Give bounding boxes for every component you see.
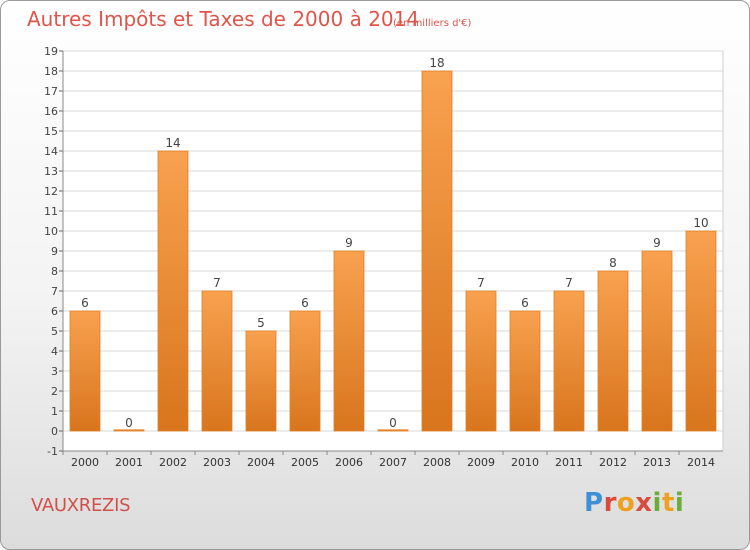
bar-outline (465, 290, 497, 432)
y-tick-label: 3 (51, 365, 58, 378)
x-tick-label: 2000 (71, 456, 99, 469)
x-tick-label: 2012 (599, 456, 627, 469)
bar-2004 (246, 331, 276, 431)
y-tick-label: 17 (44, 85, 58, 98)
y-tick-label: 1 (51, 405, 58, 418)
bar-outline (641, 250, 673, 432)
y-tick-label: 11 (44, 205, 58, 218)
bar-2008 (422, 71, 452, 431)
data-label: 7 (477, 276, 485, 290)
y-tick-label: 15 (44, 125, 58, 138)
bar-outline (597, 270, 629, 432)
data-label: 7 (565, 276, 573, 290)
bar-2000 (70, 311, 100, 431)
y-tick-label: 16 (44, 105, 58, 118)
x-tick-label: 2009 (467, 456, 495, 469)
data-label: 6 (81, 296, 89, 310)
bars (69, 70, 717, 432)
x-tick-label: 2001 (115, 456, 143, 469)
y-tick-label: 12 (44, 185, 58, 198)
axes (59, 50, 723, 455)
bar-outline (245, 330, 277, 432)
x-tick-label: 2006 (335, 456, 363, 469)
data-label: 0 (389, 416, 397, 430)
data-label: 9 (653, 236, 661, 250)
bar-2009 (466, 291, 496, 431)
logo-letter: r (603, 488, 617, 518)
y-tick-label: 6 (51, 305, 58, 318)
data-label: 9 (345, 236, 353, 250)
logo-letter: P (584, 488, 604, 518)
bar-2014 (686, 231, 716, 431)
logo-letter: i (674, 488, 685, 518)
y-tick-label: 2 (51, 385, 58, 398)
y-tick-label: 7 (51, 285, 58, 298)
bar-2005 (290, 311, 320, 431)
y-tick-label: 0 (51, 425, 58, 438)
data-label: 10 (693, 216, 708, 230)
bar-2003 (202, 291, 232, 431)
y-tick-label: 5 (51, 325, 58, 338)
x-tick-label: 2013 (643, 456, 671, 469)
data-label: 18 (429, 56, 444, 70)
y-tick-label: 9 (51, 245, 58, 258)
x-tick-label: 2011 (555, 456, 583, 469)
y-tick-label: 10 (44, 225, 58, 238)
x-tick-label: 2003 (203, 456, 231, 469)
bar-outline (333, 250, 365, 432)
x-tick-label: 2007 (379, 456, 407, 469)
bar-2002 (158, 151, 188, 431)
x-tick-label: 2008 (423, 456, 451, 469)
bar-2010 (510, 311, 540, 431)
bar-2012 (598, 271, 628, 431)
x-tick-label: 2010 (511, 456, 539, 469)
labels: -101234567891011121314151617181920006200… (44, 45, 715, 469)
bar-2001 (114, 429, 144, 431)
data-label: 6 (301, 296, 309, 310)
x-tick-label: 2004 (247, 456, 275, 469)
logo-letter: i (652, 488, 662, 518)
data-label: 14 (165, 136, 180, 150)
y-tick-label: -1 (47, 445, 58, 458)
data-label: 6 (521, 296, 529, 310)
bar-outline (421, 70, 453, 432)
y-tick-label: 18 (44, 65, 58, 78)
y-tick-label: 8 (51, 265, 58, 278)
bar-2006 (334, 251, 364, 431)
location-name: VAUXREZIS (31, 495, 131, 516)
bar-outline (553, 290, 585, 432)
x-tick-label: 2005 (291, 456, 319, 469)
proxiti-logo: Proxiti (584, 488, 684, 518)
chart-subtitle: (en milliers d'€) (393, 18, 472, 29)
x-tick-label: 2014 (687, 456, 715, 469)
data-label: 8 (609, 256, 617, 270)
logo-letter: t (661, 488, 675, 518)
data-label: 0 (125, 416, 133, 430)
bar-2013 (642, 251, 672, 431)
bar-outline (69, 310, 101, 432)
bar-outline (113, 429, 145, 432)
bar-outline (509, 310, 541, 432)
bar-outline (685, 230, 717, 432)
y-tick-label: 19 (44, 45, 58, 58)
y-tick-label: 14 (44, 145, 58, 158)
data-label: 5 (257, 316, 265, 330)
bar-2011 (554, 291, 584, 431)
chart-title: Autres Impôts et Taxes de 2000 à 2014 (27, 7, 420, 31)
bar-2007 (378, 429, 408, 431)
y-tick-label: 13 (44, 165, 58, 178)
y-tick-label: 4 (51, 345, 58, 358)
logo-letter: o (616, 488, 636, 518)
bar-outline (377, 429, 409, 432)
bar-outline (201, 290, 233, 432)
x-tick-label: 2002 (159, 456, 187, 469)
logo-letter: x (635, 488, 653, 518)
bar-outline (157, 150, 189, 432)
bar-outline (289, 310, 321, 432)
data-label: 7 (213, 276, 221, 290)
